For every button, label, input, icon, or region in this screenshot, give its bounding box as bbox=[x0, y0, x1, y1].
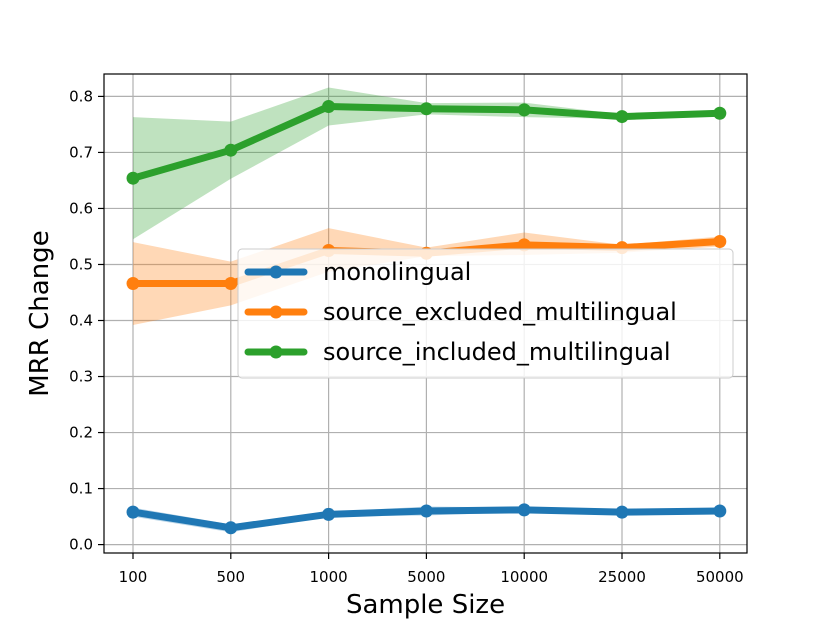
x-axis-ticks: 100 500 1000 5000 10000 25000 50000 bbox=[119, 553, 744, 586]
x-axis-label: Sample Size bbox=[346, 590, 505, 620]
data-point bbox=[322, 507, 336, 521]
legend-label: monolingual bbox=[323, 258, 471, 286]
data-point bbox=[517, 103, 531, 117]
legend-swatch-marker bbox=[269, 305, 283, 319]
y-tick-label: 0.2 bbox=[69, 424, 93, 442]
y-tick-label: 0.1 bbox=[69, 480, 93, 498]
data-point bbox=[224, 521, 238, 535]
plot-frame bbox=[103, 73, 748, 554]
y-tick-label: 0.6 bbox=[69, 199, 93, 217]
x-tick-label: 10000 bbox=[500, 568, 548, 586]
data-point bbox=[224, 143, 238, 157]
data-point bbox=[322, 99, 336, 113]
y-tick-label: 0.0 bbox=[69, 536, 93, 554]
y-tick-label: 0.8 bbox=[69, 87, 93, 105]
x-tick-label: 500 bbox=[216, 568, 245, 586]
legend-label: source_included_multilingual bbox=[323, 338, 671, 366]
y-tick-label: 0.5 bbox=[69, 255, 93, 273]
x-tick-label: 5000 bbox=[407, 568, 445, 586]
y-axis-ticks: 0.0 0.1 0.2 0.3 0.4 0.5 0.6 0.7 0.8 bbox=[69, 87, 104, 554]
data-point bbox=[517, 238, 531, 252]
y-tick-label: 0.3 bbox=[69, 368, 93, 386]
y-axis-label: MRR Change bbox=[25, 230, 55, 396]
x-tick-label: 25000 bbox=[598, 568, 646, 586]
x-tick-label: 1000 bbox=[310, 568, 348, 586]
y-tick-label: 0.4 bbox=[69, 312, 93, 330]
data-point bbox=[126, 277, 140, 291]
data-point bbox=[126, 505, 140, 519]
legend-swatch-marker bbox=[269, 345, 283, 359]
data-point bbox=[419, 102, 433, 116]
data-point bbox=[517, 503, 531, 517]
legend-box bbox=[237, 248, 734, 379]
data-point bbox=[713, 235, 727, 249]
y-tick-label: 0.7 bbox=[69, 143, 93, 161]
data-point bbox=[224, 277, 238, 291]
x-tick-label: 100 bbox=[119, 568, 148, 586]
legend-label: source_excluded_multilingual bbox=[323, 298, 677, 326]
legend: monolingual source_excluded_multilinguals… bbox=[237, 248, 734, 379]
data-point bbox=[419, 504, 433, 518]
legend-swatch-marker bbox=[269, 265, 283, 279]
data-point bbox=[615, 110, 629, 124]
data-point bbox=[713, 504, 727, 518]
data-point bbox=[713, 106, 727, 120]
x-tick-label: 50000 bbox=[696, 568, 744, 586]
data-point bbox=[126, 171, 140, 185]
data-point bbox=[615, 505, 629, 519]
